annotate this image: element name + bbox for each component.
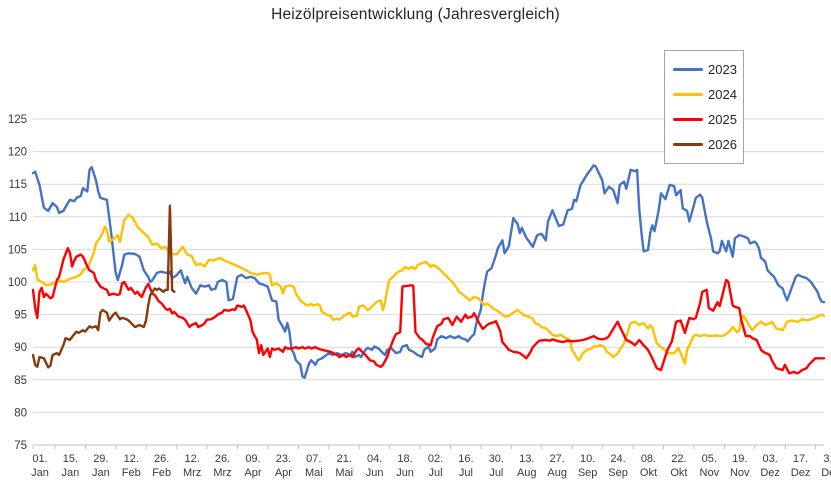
- x-axis-label-month: Nov: [730, 467, 750, 479]
- x-axis-label-day: 08.: [641, 453, 656, 465]
- x-axis-label-day: 27.: [550, 453, 565, 465]
- legend-line-swatch: [673, 92, 703, 97]
- x-axis-label-month: Mai: [335, 467, 353, 479]
- x-axis-label-month: Sep: [608, 467, 628, 479]
- legend-line-swatch: [673, 117, 703, 122]
- legend-label: 2023: [708, 62, 737, 77]
- x-axis-label-month: Apr: [275, 467, 292, 479]
- y-axis-label: 125: [8, 114, 27, 126]
- x-axis-label-month: Jan: [92, 467, 110, 479]
- x-axis-label-day: 09.: [245, 453, 260, 465]
- x-axis-label-month: Feb: [122, 467, 141, 479]
- legend-item-2025[interactable]: 2025: [673, 112, 737, 127]
- x-axis-label-month: Feb: [152, 467, 171, 479]
- x-axis-label-day: 01.: [32, 453, 47, 465]
- x-axis-label-day: 26.: [215, 453, 230, 465]
- x-axis-label-month: Okt: [670, 467, 687, 479]
- series-line-2024[interactable]: [31, 213, 826, 365]
- x-axis-label-day: 23.: [276, 453, 291, 465]
- x-axis-label-day: 07.: [306, 453, 321, 465]
- series-line-2026[interactable]: [31, 204, 176, 369]
- x-axis-label-day: 15.: [63, 453, 78, 465]
- series-line-2023[interactable]: [31, 164, 826, 379]
- x-axis-label-month: Nov: [700, 467, 720, 479]
- x-axis-label-month: Mrz: [183, 467, 201, 479]
- x-axis-label-day: 21.: [337, 453, 352, 465]
- y-axis-label: 80: [14, 407, 27, 419]
- x-axis-label-day: 17.: [793, 453, 808, 465]
- y-axis-label: 100: [8, 277, 27, 289]
- legend[interactable]: 2023 2024 2025 2026: [664, 50, 744, 164]
- x-axis-label-month: Aug: [517, 467, 537, 479]
- x-axis-label-day: 30.: [489, 453, 504, 465]
- y-axis-label: 120: [8, 147, 27, 159]
- x-axis-label-month: Okt: [640, 467, 657, 479]
- y-axis-label: 85: [14, 375, 27, 387]
- x-axis-label-month: Jan: [62, 467, 80, 479]
- x-axis-label-month: Jun: [396, 467, 414, 479]
- legend-item-2023[interactable]: 2023: [673, 62, 737, 77]
- y-axis-label: 95: [14, 310, 27, 322]
- x-axis-label-month: Apr: [244, 467, 261, 479]
- y-axis-label: 90: [14, 342, 27, 354]
- x-axis-label-day: 24.: [610, 453, 625, 465]
- legend-line-swatch: [673, 67, 703, 72]
- legend-label: 2026: [708, 137, 737, 152]
- x-axis-label-month: Jul: [489, 467, 503, 479]
- legend-item-2024[interactable]: 2024: [673, 87, 737, 102]
- x-axis-label-day: 16.: [458, 453, 473, 465]
- x-axis-label-day: 02.: [428, 453, 443, 465]
- x-axis-label-month: Dez: [791, 467, 811, 479]
- x-axis-label-day: 18.: [397, 453, 412, 465]
- x-axis-label-month: Mai: [305, 467, 323, 479]
- legend-label: 2025: [708, 112, 737, 127]
- y-axis-label: 75: [14, 440, 27, 452]
- legend-line-swatch: [673, 142, 703, 147]
- legend-label: 2024: [708, 87, 737, 102]
- x-axis-label-month: Aug: [547, 467, 567, 479]
- x-axis-label-month: Dez: [760, 467, 780, 479]
- chart-title: Heizölpreisentwicklung (Jahresvergleich): [271, 6, 560, 23]
- series-line-2025[interactable]: [31, 246, 826, 375]
- x-axis-label-month: Jun: [366, 467, 384, 479]
- x-axis-label-day: 29.: [93, 453, 108, 465]
- x-axis-label-day: 04.: [367, 453, 382, 465]
- x-axis-label-day: 13.: [519, 453, 534, 465]
- x-axis-label-month: Dez: [821, 467, 831, 479]
- x-axis-label-day: 10.: [580, 453, 595, 465]
- x-axis-label-month: Jul: [428, 467, 442, 479]
- x-axis-label-month: Sep: [578, 467, 598, 479]
- x-axis-label-day: 05.: [702, 453, 717, 465]
- legend-item-2026[interactable]: 2026: [673, 137, 737, 152]
- x-axis-label-month: Jul: [459, 467, 473, 479]
- x-axis-label-day: 19.: [732, 453, 747, 465]
- x-axis-label-month: Mrz: [213, 467, 231, 479]
- y-axis-label: 115: [9, 179, 27, 191]
- x-axis-label-day: 12.: [184, 453, 199, 465]
- x-axis-label-day: 31.: [823, 453, 831, 465]
- x-axis-label-day: 12.: [124, 453, 139, 465]
- x-axis-label-day: 03.: [763, 453, 778, 465]
- x-axis-label-month: Jan: [31, 467, 49, 479]
- y-axis-label: 110: [9, 212, 27, 224]
- y-axis-label: 105: [8, 244, 27, 256]
- x-axis-label-day: 26.: [154, 453, 169, 465]
- x-axis-label-day: 22.: [671, 453, 686, 465]
